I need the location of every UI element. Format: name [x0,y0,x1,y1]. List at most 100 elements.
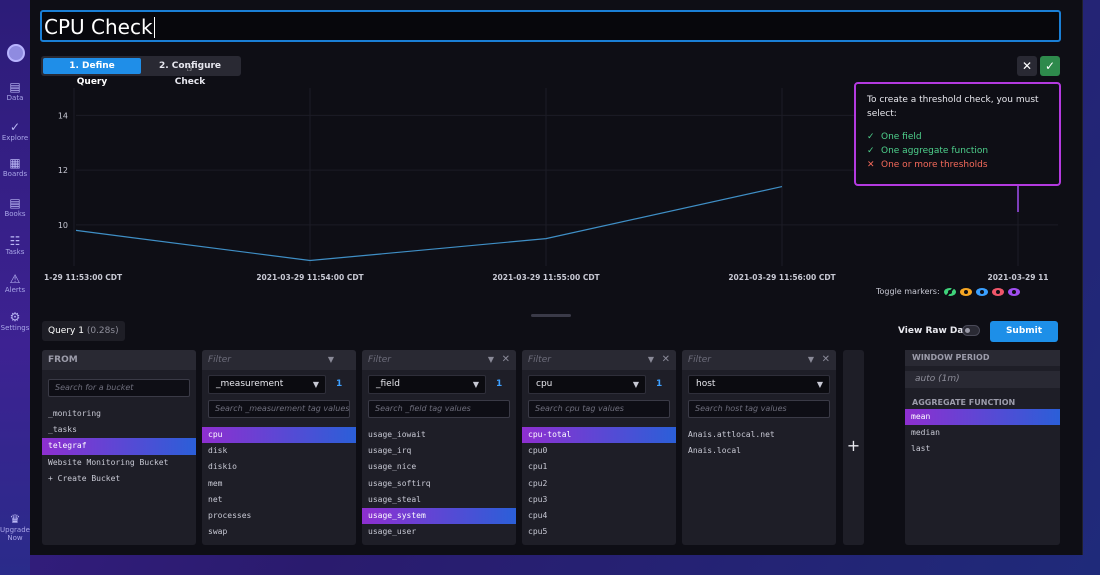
chevron-down-icon[interactable]: ▼ [327,355,334,364]
list-item[interactable]: usage_system [362,507,516,525]
close-icon: ✕ [1021,59,1033,73]
window-period-value[interactable]: auto (1m) [905,371,1060,388]
list-item[interactable]: mem [208,478,223,488]
list-item[interactable]: mean [905,409,1060,426]
tag-search-input[interactable]: Search _measurement tag values [208,400,350,418]
list-item[interactable]: Anais.local [688,446,741,456]
chevron-down-icon[interactable]: ▼ [807,355,814,364]
list-item[interactable]: cpu5 [528,527,548,537]
list-item[interactable]: usage_steal [368,494,421,504]
query-tab[interactable]: Query 1 (0.28s) [42,321,125,341]
nav-item-tasks[interactable]: ☷ Tasks [0,234,30,256]
nav-item-data[interactable]: ▤ Data [0,80,30,102]
tag-search-input[interactable]: Search host tag values [688,400,830,418]
list-item[interactable]: usage_iowait [368,430,426,439]
remove-filter-icon[interactable]: ✕ [501,354,510,365]
nav-item-explore[interactable]: ✓ Explore [1,120,29,142]
from-card: FROM Search for a bucket _monitoring _tas… [42,350,196,545]
list-item[interactable]: cpu [202,427,356,444]
nav-item-boards[interactable]: ▦ Boards [0,156,30,178]
y-tick-label: 10 [58,221,68,230]
threshold-requirements-tooltip: To create a threshold check, you must se… [854,82,1061,186]
bucket-search-input[interactable]: Search for a bucket [48,379,190,397]
filter-header: Filter ▼ [202,350,356,370]
list-item[interactable]: net [208,494,223,504]
aggregate-function-header: AGGREGATE FUNCTION [912,398,1016,407]
tag-value-list: Anais.attlocal.net Anais.local [682,427,836,459]
list-item[interactable]: cpu2 [528,478,548,488]
filter-header: Filter ▼ ✕ [362,350,516,370]
aggregate-function-list: mean median last [905,409,1060,458]
avatar[interactable] [7,44,25,62]
nav-item-upgrade[interactable]: ♛ Upgrade Now [0,512,30,542]
nav-item-settings[interactable]: ⚙ Settings [0,310,30,332]
remove-filter-icon[interactable]: ✕ [661,354,670,365]
list-item[interactable]: cpu1 [528,462,548,472]
list-item[interactable]: cpu4 [528,510,548,520]
crown-icon: ♛ [9,512,21,526]
check-name-input[interactable]: CPU Check [40,10,1061,42]
eye-icon[interactable] [1007,287,1020,296]
list-item[interactable]: disk [208,446,228,456]
left-nav: ▤ Data ✓ Explore ▦ Boards ▤ Books ☷ Tasks ⚠ Al… [0,0,30,575]
tab-configure-check[interactable]: 2. Configure Check [158,61,222,87]
from-header: FROM [42,350,196,370]
filter-header: Filter ▼ ✕ [522,350,676,370]
selected-count-badge: 1 [336,379,343,389]
list-item[interactable]: last [911,444,931,454]
list-item[interactable]: + Create Bucket [48,473,121,483]
list-item[interactable]: median [911,428,940,438]
list-item[interactable]: usage_user [368,527,417,537]
bucket-list: _monitoring _tasks telegraf Website Monitor… [42,406,196,487]
list-item[interactable]: usage_irq [368,446,412,456]
filter-key-select[interactable]: _field ▼ [368,375,486,394]
list-item[interactable]: _monitoring [48,409,101,418]
eye-icon[interactable] [991,287,1004,296]
list-item[interactable]: _tasks [48,425,77,435]
aggregate-card: WINDOW PERIOD auto (1m) AGGREGATE FUNCTI… [905,350,1060,545]
save-check-button[interactable]: ✓ [1040,56,1060,76]
list-item[interactable]: Website Monitoring Bucket [48,457,169,467]
x-tick-label: 2021-03-29 11:55:00 CDT [492,273,600,282]
list-item[interactable]: cpu3 [528,494,548,504]
x-tick-label: 1-29 11:53:00 CDT [44,273,123,282]
tag-search-input[interactable]: Search cpu tag values [528,400,670,418]
chevron-down-icon[interactable]: ▼ [487,355,494,364]
submit-button[interactable]: Submit [990,321,1058,342]
list-item[interactable]: usage_nice [368,462,417,472]
nav-item-books[interactable]: ▤ Books [0,196,30,218]
filter-key-select[interactable]: cpu ▼ [528,375,646,394]
list-item[interactable]: cpu-total [522,427,676,444]
checkmark-icon: ✓ [867,146,875,156]
requirement-item: ✓ One field [867,132,922,142]
filter-key-select[interactable]: _measurement ▼ [208,375,326,394]
checkmark-icon: ✓ [867,132,875,142]
list-item[interactable]: usage_softirq [368,478,431,488]
eye-slash-icon[interactable] [943,287,956,296]
list-item[interactable]: telegraf [42,438,196,455]
tasks-icon: ☷ [9,234,21,248]
nav-item-alerts[interactable]: ⚠ Alerts [0,272,30,294]
tag-value-list: usage_iowait usage_irq usage_nice usage_sof… [362,427,516,540]
eye-icon[interactable] [975,287,988,296]
list-item[interactable]: swap [208,527,228,537]
cancel-button[interactable]: ✕ [1017,56,1037,76]
list-item[interactable]: cpu0 [528,446,548,456]
eye-icon[interactable] [959,287,972,296]
resize-handle[interactable] [531,314,571,317]
y-tick-label: 14 [58,111,68,120]
list-item[interactable]: diskio [208,462,237,472]
chevron-down-icon[interactable]: ▼ [647,355,654,364]
settings-icon: ⚙ [9,310,21,324]
tag-search-input[interactable]: Search _field tag values [368,400,510,418]
add-filter-button[interactable]: + [843,350,864,545]
series-line [75,185,783,262]
window-period-header: WINDOW PERIOD [905,350,1060,366]
list-item[interactable]: processes [208,510,252,520]
list-item[interactable]: Anais.attlocal.net [688,430,775,439]
remove-filter-icon[interactable]: ✕ [821,354,830,365]
view-raw-data-toggle[interactable] [962,325,980,336]
filter-key-select[interactable]: host ▼ [688,375,830,394]
x-tick-label: 2021-03-29 11:54:00 CDT [256,273,364,282]
tab-define-query[interactable]: 1. Define Query [43,58,141,87]
